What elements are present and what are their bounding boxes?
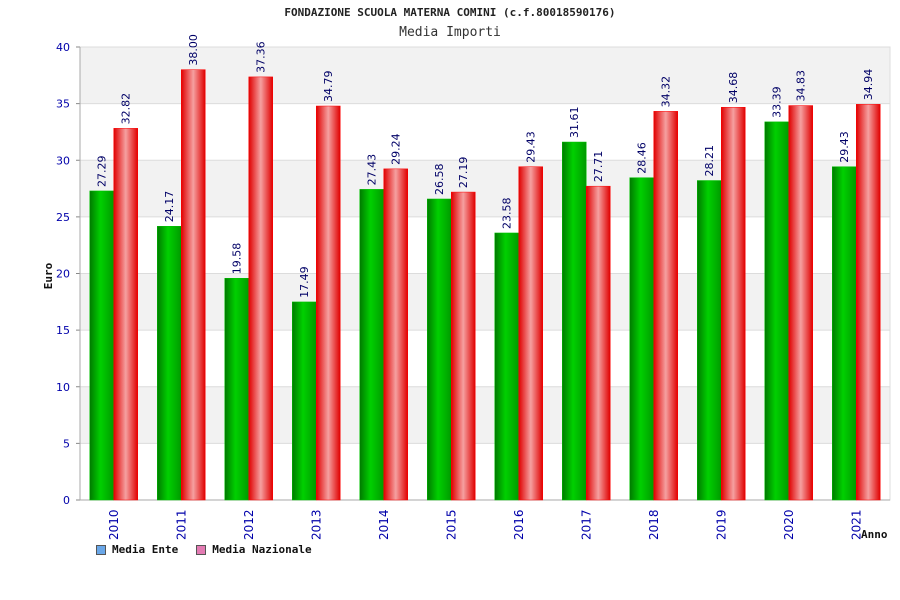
legend-label-ente: Media Ente	[112, 543, 179, 556]
plot-band	[80, 273, 890, 331]
y-tick-label: 40	[56, 41, 70, 54]
y-tick-label: 25	[56, 211, 70, 224]
x-tick-label: 2019	[714, 509, 728, 540]
legend-label-nazionale: Media Nazionale	[212, 543, 312, 556]
bar-media-nazionale	[518, 166, 543, 501]
data-label-ente: 19.58	[231, 243, 244, 275]
data-label-ente: 28.46	[636, 142, 649, 174]
bar-media-nazionale	[721, 106, 746, 501]
x-tick-label: 2013	[309, 509, 323, 540]
data-label-ente: 26.58	[433, 163, 446, 195]
plot-band	[80, 103, 890, 161]
data-label-ente: 29.43	[838, 131, 851, 163]
bar-media-nazionale	[586, 185, 611, 501]
data-label-ente: 27.29	[96, 155, 109, 187]
bar-media-nazionale	[788, 105, 813, 501]
data-label-nazionale: 34.94	[862, 69, 875, 101]
data-label-nazionale: 37.36	[255, 41, 268, 73]
legend-item-ente: Media Ente	[96, 543, 178, 556]
x-tick-label: 2010	[107, 509, 121, 540]
legend-swatch-ente	[96, 544, 106, 555]
data-label-nazionale: 34.83	[795, 70, 808, 102]
plot-band	[80, 443, 890, 500]
bar-media-nazionale	[248, 76, 273, 501]
y-tick-label: 20	[56, 268, 70, 281]
data-label-nazionale: 34.79	[322, 71, 335, 103]
data-label-ente: 31.61	[568, 107, 581, 139]
data-label-nazionale: 38.00	[187, 34, 200, 66]
bar-media-nazionale	[383, 168, 408, 501]
bar-media-ente	[832, 166, 857, 501]
bar-media-nazionale	[181, 69, 206, 501]
x-axis-label: Anno	[861, 528, 888, 541]
bar-media-nazionale	[451, 191, 476, 501]
y-tick-label: 5	[63, 437, 70, 450]
bar-media-nazionale	[653, 111, 678, 501]
y-tick-label: 35	[56, 98, 70, 111]
x-tick-label: 2016	[512, 509, 526, 540]
plot-band	[80, 47, 890, 104]
bar-media-ente	[292, 301, 317, 501]
x-tick-label: 2012	[242, 509, 256, 540]
data-label-ente: 33.39	[771, 86, 784, 118]
bar-media-ente	[157, 226, 182, 501]
data-label-nazionale: 32.82	[120, 93, 133, 125]
bar-media-ente	[697, 180, 722, 501]
x-tick-label: 2011	[174, 509, 188, 540]
legend-swatch-nazionale	[196, 544, 207, 555]
plot-band	[80, 330, 890, 387]
plot-band	[80, 216, 890, 274]
x-tick-label: 2014	[377, 509, 391, 540]
data-label-nazionale: 27.71	[592, 151, 605, 183]
y-tick-label: 10	[56, 381, 70, 394]
y-tick-label: 0	[63, 494, 70, 507]
y-tick-label: 15	[56, 324, 70, 337]
data-label-ente: 17.49	[298, 266, 311, 298]
data-label-ente: 23.58	[501, 197, 514, 229]
y-axis-label: Euro	[42, 262, 55, 289]
bar-media-ente	[224, 278, 249, 501]
chart-subtitle: Media Importi	[399, 25, 501, 40]
data-label-nazionale: 34.68	[727, 72, 740, 104]
bar-media-nazionale	[113, 128, 138, 501]
x-tick-label: 2017	[579, 509, 593, 540]
bar-media-ente	[562, 141, 587, 501]
bar-media-ente	[359, 189, 384, 501]
data-label-nazionale: 34.32	[660, 76, 673, 108]
x-tick-label: 2015	[444, 509, 458, 540]
data-label-ente: 28.21	[703, 145, 716, 177]
legend: Media Ente Media Nazionale	[96, 543, 330, 556]
bar-media-ente	[629, 177, 654, 501]
data-label-ente: 27.43	[366, 154, 379, 186]
data-label-ente: 24.17	[163, 191, 176, 223]
x-tick-label: 2021	[849, 509, 863, 540]
bar-media-ente	[89, 190, 114, 501]
data-label-nazionale: 27.19	[457, 157, 470, 189]
x-tick-label: 2020	[782, 509, 796, 540]
data-label-nazionale: 29.24	[390, 133, 403, 165]
plot-band	[80, 160, 890, 217]
bar-media-ente	[494, 232, 519, 501]
bar-media-nazionale	[316, 105, 341, 501]
bar-media-nazionale	[856, 104, 881, 501]
bar-media-ente	[427, 198, 452, 501]
y-tick-label: 30	[56, 154, 70, 167]
data-label-nazionale: 29.43	[525, 131, 538, 163]
chart-title: FONDAZIONE SCUOLA MATERNA COMINI (c.f.80…	[284, 6, 616, 19]
legend-item-nazionale: Media Nazionale	[196, 543, 312, 556]
bar-media-ente	[764, 121, 789, 501]
x-tick-label: 2018	[647, 509, 661, 540]
plot-band	[80, 386, 890, 444]
